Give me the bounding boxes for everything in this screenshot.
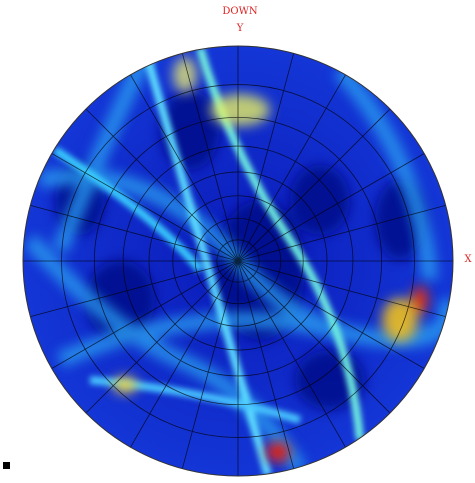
- grid-spoke: [237, 74, 346, 262]
- grid-spoke: [237, 153, 425, 262]
- direction-label: DOWN: [222, 6, 257, 17]
- grid-spoke: [51, 260, 239, 369]
- grid-spoke: [237, 53, 295, 262]
- y-axis-label: Y: [236, 23, 244, 34]
- grid-spoke: [237, 108, 391, 262]
- grid-spoke: [237, 260, 446, 318]
- grid-spoke: [85, 108, 239, 262]
- grid-spoke: [237, 260, 391, 414]
- grid-spoke: [30, 204, 239, 262]
- x-axis-label: X: [464, 254, 472, 265]
- marker: [3, 462, 10, 469]
- grid-spoke: [237, 260, 346, 448]
- grid-spoke: [181, 260, 239, 469]
- grid-spoke: [85, 260, 239, 414]
- intensity-map: [23, 46, 453, 476]
- grid-spoke: [237, 260, 295, 469]
- grid-spoke: [130, 74, 239, 262]
- grid-spoke: [30, 260, 239, 318]
- grid-spoke: [237, 204, 446, 262]
- grid-spoke: [51, 153, 239, 262]
- grid-spoke: [181, 53, 239, 262]
- grid-spoke: [237, 260, 425, 369]
- grid-spoke: [130, 260, 239, 448]
- outer-circle: [22, 45, 454, 477]
